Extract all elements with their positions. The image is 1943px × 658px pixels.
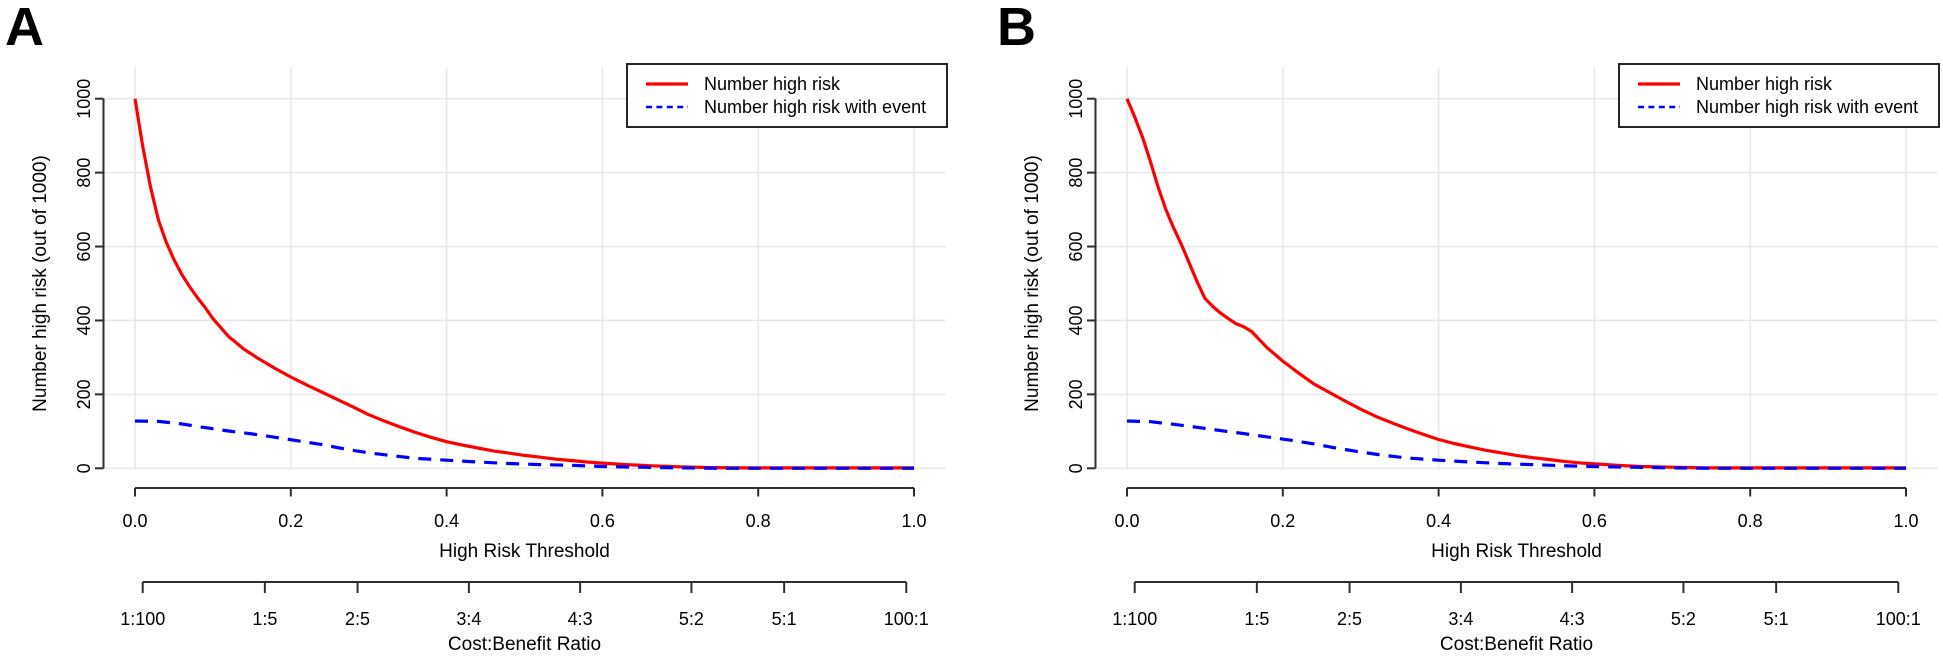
- x-tick-label: 0.6: [1582, 511, 1607, 531]
- cost-benefit-tick-label: 1:100: [120, 609, 165, 629]
- y-tick-label: 1000: [1066, 79, 1086, 119]
- y-tick-label: 0: [1066, 463, 1086, 473]
- panel-a: A 0 200 400 600 800 1000 Number high risk (out…: [0, 0, 951, 658]
- high-risk-with-event-curve: [1126, 419, 1906, 470]
- panel-b: B 0 200 400 600 800 1000 Number high risk (out…: [992, 0, 1943, 658]
- y-tick-label: 600: [1066, 232, 1086, 262]
- y-tick-label: 400: [1066, 305, 1086, 335]
- x-tick-label: 0.8: [746, 511, 771, 531]
- cost-benefit-tick-label: 4:3: [568, 609, 593, 629]
- high-risk-with-event-curve: [134, 419, 914, 470]
- red-solid-line-icon: [1638, 82, 1680, 86]
- x-tick-label: 0.0: [122, 511, 147, 531]
- legend-label: Number high risk with event: [1696, 96, 1919, 117]
- legend-item-high-risk: Number high risk: [1620, 73, 1938, 96]
- y-tick-label: 200: [1066, 379, 1086, 409]
- cost-benefit-tick-label: 3:4: [1448, 609, 1473, 629]
- y-tick-label: 600: [74, 232, 94, 262]
- cost-benefit-tick-label: 1:5: [252, 609, 277, 629]
- cost-benefit-tick-label: 3:4: [456, 609, 481, 629]
- cost-benefit-tick-label: 5:2: [679, 609, 704, 629]
- y-tick-label: 1000: [74, 79, 94, 119]
- high-risk-curve: [133, 98, 914, 470]
- x-tick-label: 0.4: [434, 511, 459, 531]
- legend-label: Number high risk: [704, 73, 841, 94]
- clinical-impact-chart-a: 0 200 400 600 800 1000 Number high risk (out o…: [30, 67, 946, 655]
- x-tick-label: 1.0: [1893, 511, 1918, 531]
- cost-benefit-tick-label: 5:1: [772, 609, 797, 629]
- y-tick-label: 800: [1066, 158, 1086, 188]
- red-solid-line-icon: [646, 82, 688, 86]
- legend-label: Number high risk with event: [704, 96, 927, 117]
- legend-item-high-risk: Number high risk: [628, 73, 946, 96]
- cost-benefit-tick-label: 1:100: [1112, 609, 1157, 629]
- x-tick-label: 0.6: [590, 511, 615, 531]
- x-tick-label: 0.2: [1270, 511, 1295, 531]
- y-tick-label: 200: [74, 379, 94, 409]
- y-axis-title: Number high risk (out of 1000): [30, 155, 51, 412]
- cost-benefit-tick-label: 100:1: [884, 609, 929, 629]
- cost-benefit-tick-label: 100:1: [1876, 609, 1921, 629]
- legend-item-high-risk-event: Number high risk with event: [1620, 96, 1938, 119]
- cost-benefit-tick-label: 2:5: [1337, 609, 1362, 629]
- legend-label: Number high risk: [1696, 73, 1833, 94]
- panel-b-label: B: [997, 0, 1036, 57]
- x-tick-label: 0.2: [278, 511, 303, 531]
- cost-benefit-tick-label: 1:5: [1244, 609, 1269, 629]
- cost-benefit-tick-label: 5:2: [1671, 609, 1696, 629]
- cost-benefit-axis-title: Cost:Benefit Ratio: [448, 634, 601, 655]
- cost-benefit-tick-label: 5:1: [1764, 609, 1789, 629]
- x-tick-label: 0.0: [1114, 511, 1139, 531]
- high-risk-curve: [1125, 98, 1906, 470]
- cost-benefit-axis-title: Cost:Benefit Ratio: [1440, 634, 1593, 655]
- y-axis-title: Number high risk (out of 1000): [1022, 155, 1043, 412]
- y-tick-label: 800: [74, 158, 94, 188]
- cost-benefit-tick-label: 2:5: [345, 609, 370, 629]
- x-axis-title: High Risk Threshold: [439, 541, 610, 562]
- y-tick-label: 400: [74, 305, 94, 335]
- cost-benefit-tick-label: 4:3: [1560, 609, 1585, 629]
- clinical-impact-chart-b: 0 200 400 600 800 1000 Number high risk (out o…: [1022, 67, 1938, 655]
- x-tick-label: 0.8: [1738, 511, 1763, 531]
- x-tick-label: 0.4: [1426, 511, 1451, 531]
- panel-a-label: A: [5, 0, 44, 57]
- y-tick-label: 0: [74, 463, 94, 473]
- legend-item-high-risk-event: Number high risk with event: [628, 96, 946, 119]
- legend: Number high risk Number high risk with e…: [1618, 63, 1940, 128]
- x-axis-title: High Risk Threshold: [1431, 541, 1602, 562]
- x-tick-label: 1.0: [901, 511, 926, 531]
- blue-dashed-line-icon: [1638, 105, 1680, 109]
- blue-dashed-line-icon: [646, 105, 688, 109]
- legend: Number high risk Number high risk with e…: [626, 63, 948, 128]
